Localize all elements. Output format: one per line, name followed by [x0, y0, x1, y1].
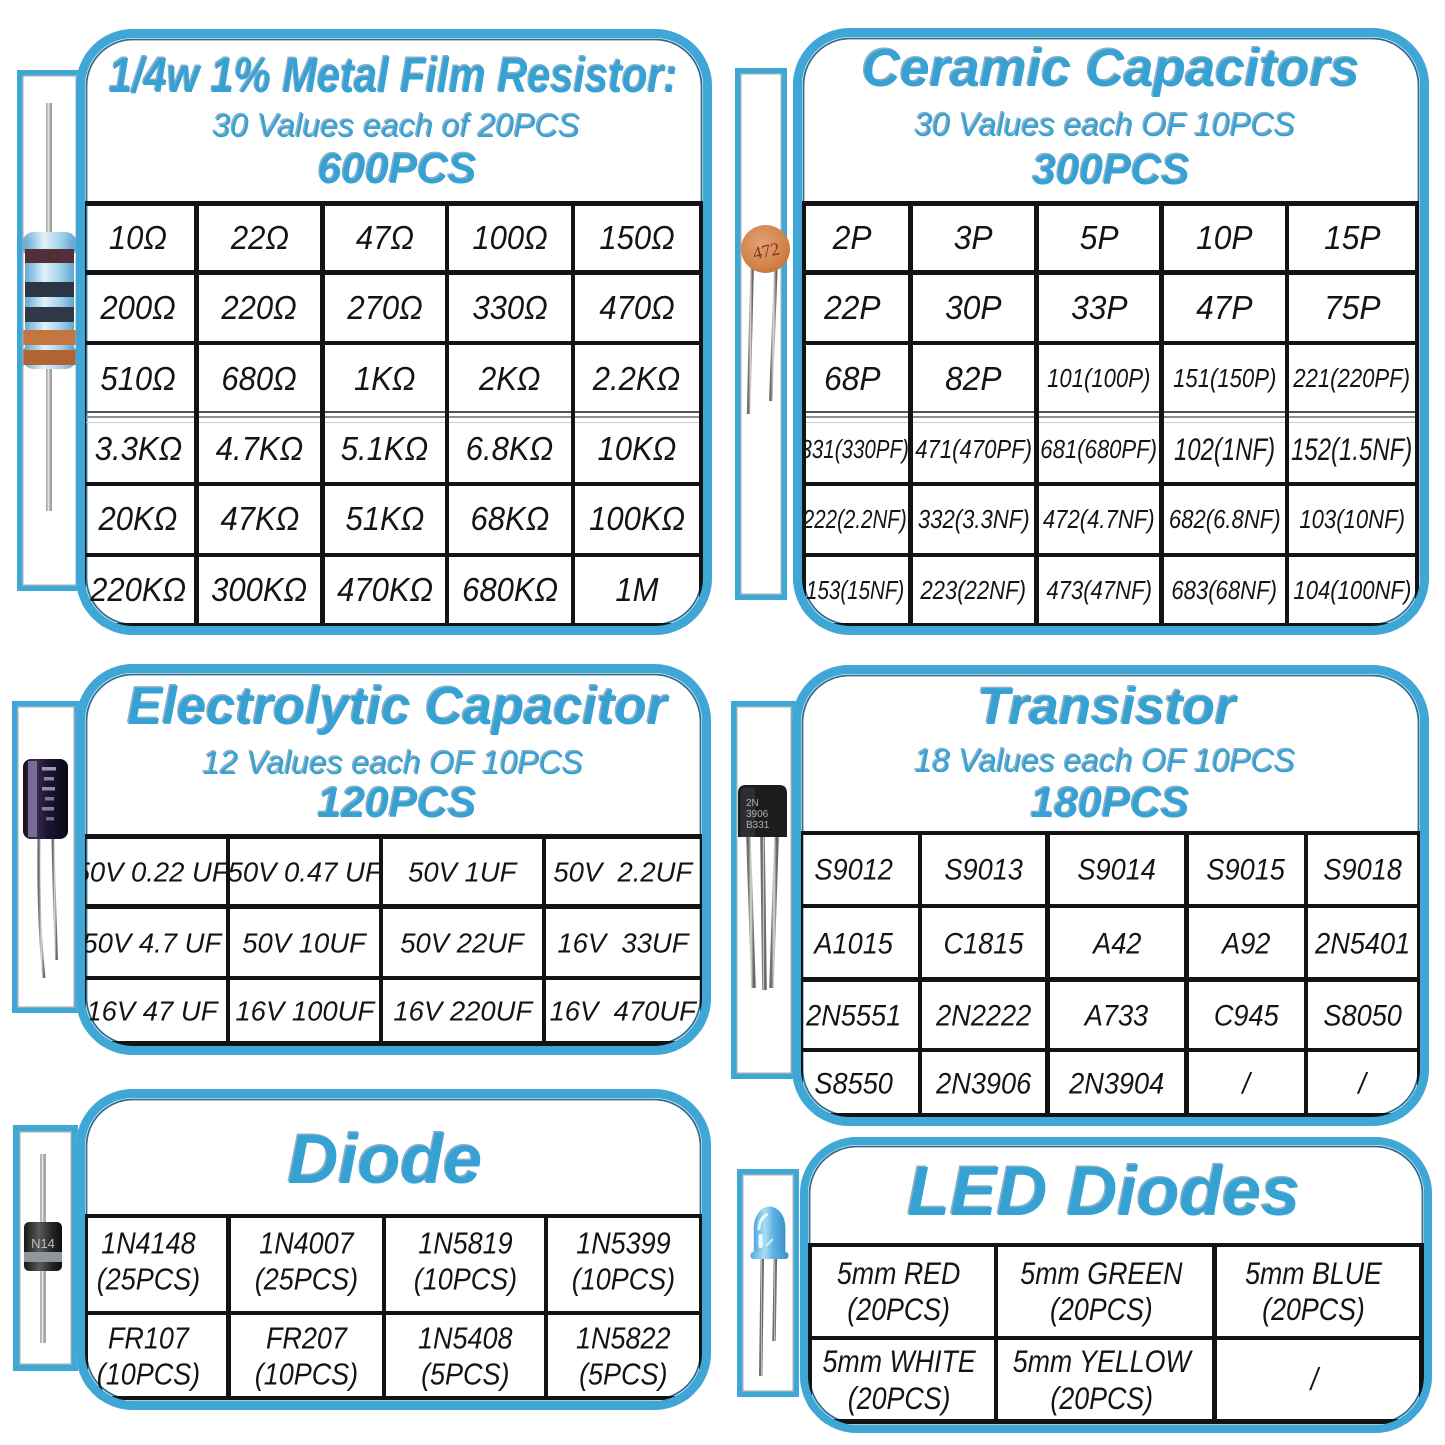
svg-text:N14: N14: [31, 1236, 55, 1251]
svg-text:2N: 2N: [746, 798, 759, 809]
svg-text:B331: B331: [746, 820, 770, 831]
svg-text:3906: 3906: [746, 809, 769, 820]
